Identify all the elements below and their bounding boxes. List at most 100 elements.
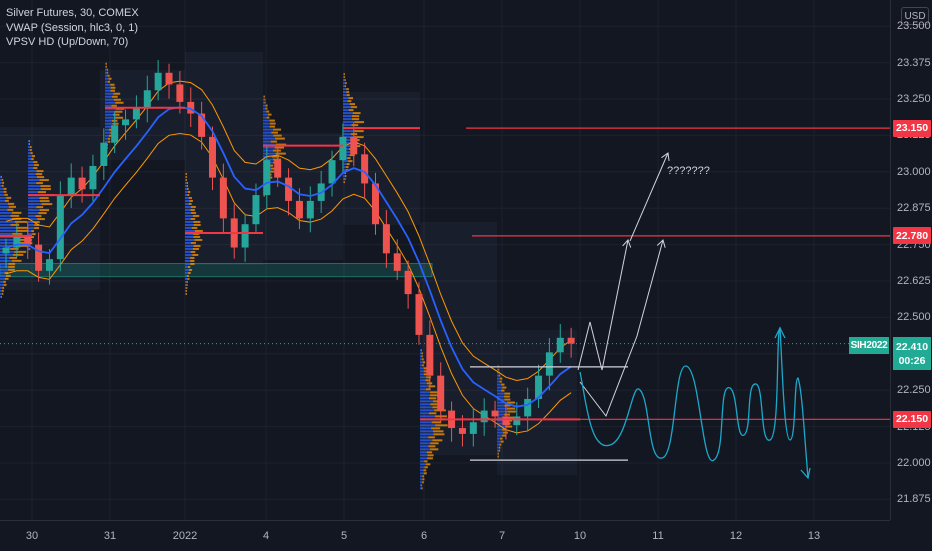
candle-body [404,270,412,295]
volume-bar [15,226,29,229]
volume-bar [185,223,194,226]
volume-bar [420,397,429,400]
chart-area[interactable]: Silver Futures, 30, COMEX VWAP (Session,… [0,0,890,520]
volume-bar [108,128,113,131]
volume-bar [423,373,428,376]
volume-bar [497,449,499,452]
volume-bar [28,158,32,161]
volume-bar [4,277,9,280]
volume-bar [499,380,502,383]
volume-bar [186,292,187,295]
volume-bar [186,172,187,175]
volume-bar [185,253,193,256]
volume-bar [343,82,346,85]
volume-bar [0,289,3,292]
volume-bar [497,389,502,392]
volume-bar [0,292,2,295]
volume-bar [504,413,511,416]
volume-bar [343,118,352,121]
candle-body [513,416,521,426]
volume-bar [11,211,22,214]
volume-bar [344,73,345,76]
volume-bar [35,215,42,218]
volume-bar [349,154,355,157]
volume-bar [190,259,195,262]
volume-bar [0,214,11,217]
volume-bar [422,361,426,364]
volume-bar [0,226,16,229]
volume-bar [191,211,197,214]
volume-bar [185,265,188,268]
support-zone [0,263,433,278]
volume-bar [502,431,508,434]
volume-bar [499,443,502,446]
candle-body [458,428,466,434]
volume-bar [186,175,187,178]
legend-title[interactable]: Silver Futures, 30, COMEX [6,7,139,19]
candle-body [111,125,119,143]
volume-bar [28,179,40,182]
volume-bar [0,241,15,244]
volume-bar [190,205,196,208]
volume-bar [113,92,121,95]
currency-badge[interactable]: USD [901,7,929,25]
volume-bar [343,181,345,184]
volume-bar [185,175,187,178]
volume-bar [185,286,187,289]
volume-bar [28,182,37,185]
volume-bar [193,235,201,238]
volume-bar [420,448,431,451]
volume-bar [420,460,425,463]
candle-body [535,375,543,399]
volume-bar [343,94,347,97]
legend-vpsv[interactable]: VPSV HD (Up/Down, 70) [6,36,129,48]
volume-bar [497,422,505,425]
volume-bar [354,130,364,133]
volume-bar [425,388,431,391]
volume-bar [435,424,448,427]
volume-bar [105,71,107,74]
volume-bar [28,155,32,158]
candle-body [241,224,249,248]
volume-bar [28,170,37,173]
volume-bar [497,419,506,422]
volume-bar [185,292,187,295]
price-tick-label: 22.500 [897,311,931,324]
price-chart[interactable] [0,0,890,520]
volume-bar [0,283,4,286]
volume-bar [187,193,190,196]
scenario-arrow-1 [577,239,629,371]
volume-bar [420,427,432,430]
volume-bar [0,190,4,193]
price-tick-label: 23.500 [897,20,931,33]
time-tick-label: 7 [498,530,506,542]
candle-body [35,244,43,271]
volume-bar [185,271,189,274]
candle-body [89,165,97,190]
volume-bar [498,368,500,371]
candle-body [306,200,314,219]
volume-bar [28,209,40,212]
legend-vwap[interactable]: VWAP (Session, hlc3, 0, 1) [6,21,139,34]
volume-bar [272,158,282,161]
volume-bar [8,205,17,208]
volume-bar [185,172,187,175]
level-price-tag: 22.780 [893,227,931,245]
volume-bar [507,410,516,413]
volume-bar [343,79,345,82]
price-axis[interactable]: USD 23.50023.37523.25023.12523.00022.875… [849,0,932,520]
volume-bar [105,98,114,101]
volume-bar [429,391,439,394]
volume-bar [39,209,50,212]
volume-bar [420,406,433,409]
time-axis[interactable]: 30 31 2022 4 5 6 7 10 11 12 13 [0,520,890,551]
candle-body [165,72,173,85]
volume-bar [14,250,27,253]
volume-bar [497,368,499,371]
volume-bar [343,85,345,88]
volume-bar [430,442,439,445]
volume-bar [343,106,351,109]
volume-bar [185,235,194,238]
volume-bar [185,190,188,193]
volume-bar [428,385,436,388]
